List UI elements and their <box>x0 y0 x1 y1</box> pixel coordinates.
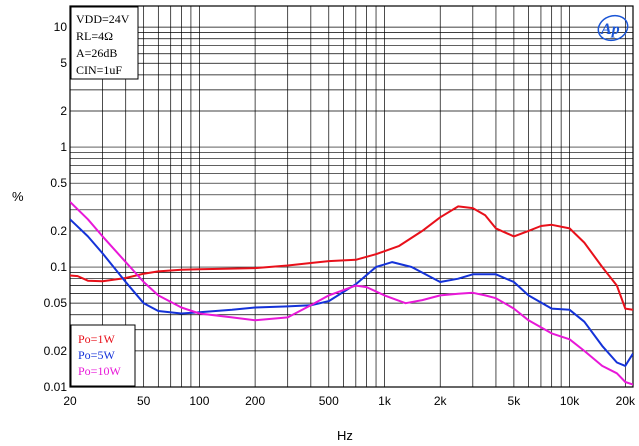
x-tick-labels: 20 50 100 200 500 1k 2k 5k 10k 20k <box>63 394 636 408</box>
ap-logo: Ap <box>597 14 629 42</box>
condition-cin: CIN=1uF <box>76 63 122 77</box>
series-line-po-5w <box>70 218 633 367</box>
y-axis-label: % <box>12 189 24 204</box>
series-line-po-1w <box>70 205 633 311</box>
x-tick-label: 20 <box>63 394 77 408</box>
y-tick-label: 0.05 <box>44 296 68 310</box>
y-tick-label: 0.02 <box>44 344 68 358</box>
condition-vdd: VDD=24V <box>76 12 130 26</box>
series-line-po-10w <box>70 201 633 386</box>
y-tick-label: 0.2 <box>50 224 67 238</box>
y-tick-label: 0.5 <box>50 176 67 190</box>
logo-text: Ap <box>600 21 620 38</box>
legend-entry-po-10w: Po=10W <box>78 364 121 378</box>
legend-entry-po-1w: Po=1W <box>78 332 115 346</box>
x-tick-label: 100 <box>189 394 209 408</box>
x-tick-label: 500 <box>319 394 339 408</box>
y-tick-label: 2 <box>60 104 67 118</box>
x-tick-label: 50 <box>137 394 151 408</box>
y-tick-label: 0.01 <box>44 380 68 394</box>
y-tick-labels: 10 5 2 1 0.5 0.2 0.1 0.05 0.02 0.01 <box>44 20 68 394</box>
x-axis-label: Hz <box>337 428 353 443</box>
grid <box>69 5 634 388</box>
x-tick-label: 20k <box>616 394 636 408</box>
legend: Po=1W Po=5W Po=10W <box>70 324 136 387</box>
x-tick-label: 200 <box>245 394 265 408</box>
condition-gain: A=26dB <box>76 46 117 60</box>
legend-entry-po-5w: Po=5W <box>78 348 115 362</box>
x-tick-label: 5k <box>508 394 522 408</box>
y-tick-label: 0.1 <box>50 260 67 274</box>
x-tick-label: 1k <box>378 394 392 408</box>
x-tick-label: 2k <box>434 394 448 408</box>
y-tick-label: 1 <box>60 140 67 154</box>
plot-frame <box>69 5 634 388</box>
y-tick-label: 5 <box>60 56 67 70</box>
x-tick-label: 10k <box>560 394 580 408</box>
series-layer <box>70 201 633 386</box>
conditions-box: VDD=24V RL=4Ω A=26dB CIN=1uF <box>70 6 139 80</box>
y-tick-label: 10 <box>54 20 68 34</box>
condition-rl: RL=4Ω <box>76 29 113 43</box>
